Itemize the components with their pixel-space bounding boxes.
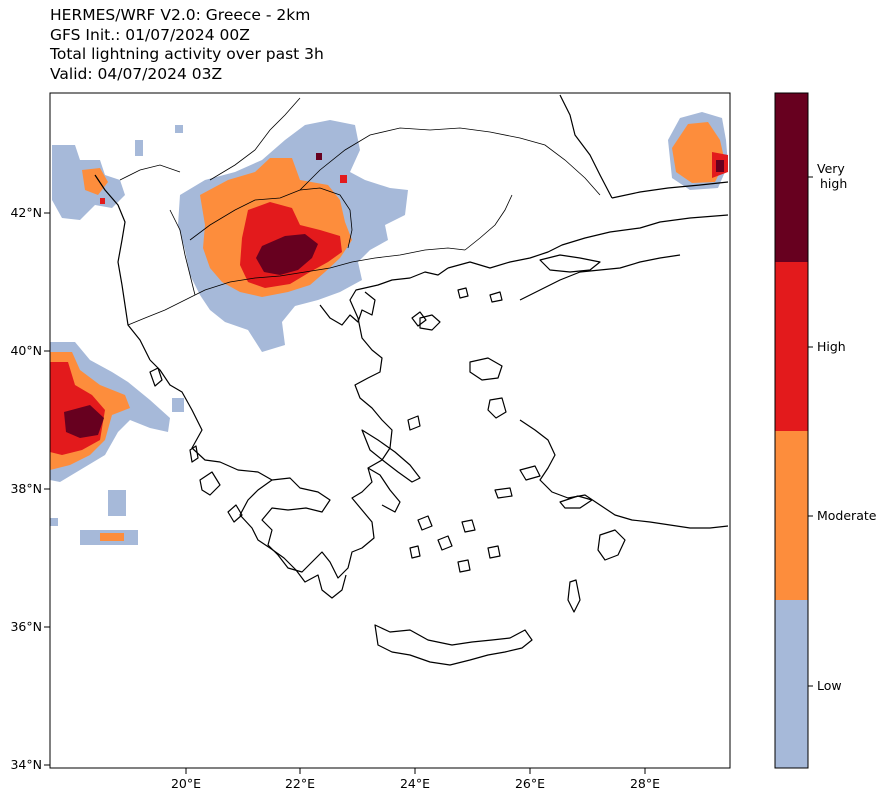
coastline-cyclades-4 (487, 545, 501, 559)
lon-label-24: 24°E (400, 776, 430, 791)
border-turkey-greece (464, 194, 513, 251)
border-serbia (209, 97, 301, 181)
colorbar: Very high High Moderate Low (774, 92, 877, 769)
coastline-marmara (539, 254, 601, 273)
lightning-field (50, 112, 728, 545)
lightning-low-s5 (175, 125, 183, 133)
lightning-high-cell-2 (316, 153, 322, 160)
map-title-block: HERMES/WRF V2.0: Greece - 2km GFS Init.:… (50, 6, 324, 84)
lightning-low-s2 (108, 490, 126, 516)
coastline-albania (94, 174, 151, 361)
coastline-samothrace (457, 287, 469, 299)
colorbar-very-high (775, 93, 808, 262)
coastline-chalkidiki (319, 291, 376, 326)
border-albania-mk (169, 209, 196, 296)
coastline-skyros (407, 415, 421, 431)
coastline-gokceada (489, 291, 503, 303)
coastline-limnos (411, 311, 427, 327)
coastline-cyclades-2 (437, 535, 453, 551)
coastlines (94, 94, 729, 666)
title-model: HERMES/WRF V2.0: Greece - 2km (50, 6, 311, 24)
lon-label-20: 20°E (171, 776, 201, 791)
coastline-cyclades-5 (409, 545, 421, 559)
lon-label-28: 28°E (630, 776, 660, 791)
coastline-black-sea (611, 181, 729, 199)
title-valid: Valid: 04/07/2024 03Z (50, 64, 223, 83)
coastline-karpathos (567, 579, 581, 613)
coastline-lesbos (469, 357, 503, 381)
lat-axis: 42°N 40°N 38°N 36°N 34°N (10, 205, 50, 772)
lightning-moderate-nw (82, 168, 108, 195)
coastline-euboea (361, 429, 421, 483)
lon-label-26: 26°E (515, 776, 545, 791)
colorbar-frame (774, 92, 809, 769)
colorbar-label-moderate: Moderate (817, 508, 877, 523)
coastline-kefalonia (199, 471, 221, 496)
lightning-moderate-ne (672, 122, 725, 183)
lat-label-36: 36°N (10, 619, 42, 634)
coastline-turkey-north (519, 254, 681, 301)
lightning-moderate-s1 (100, 533, 124, 541)
border-greece-north (127, 247, 466, 326)
lightning-high-nw (100, 198, 105, 204)
colorbar-label-low: Low (817, 678, 842, 693)
border-montenegro (119, 164, 181, 181)
coastline-rhodes (597, 529, 626, 561)
map-frame (49, 92, 731, 769)
lightning-low-s3 (50, 518, 58, 526)
lightning-veryhigh-north (256, 234, 318, 275)
lightning-low-s4 (172, 398, 184, 412)
lat-label-38: 38°N (10, 481, 42, 496)
coastline-thasos (419, 314, 441, 331)
coastline-lefkada (189, 445, 199, 463)
colorbar-label-high: High (817, 339, 846, 354)
colorbar-high (775, 262, 808, 431)
coastline-ikaria (494, 487, 513, 499)
lightning-high-cell-1 (340, 175, 347, 183)
coastline-greek-mainland (149, 267, 449, 579)
title-init: GFS Init.: 01/07/2024 00Z (50, 25, 250, 44)
coastline-attica (367, 467, 401, 513)
coastline-samos (519, 465, 541, 481)
coastline-kos (559, 495, 593, 509)
lightning-veryhigh-ne (716, 160, 724, 172)
coastline-cyclades-1 (417, 515, 433, 531)
title-variable: Total lightning activity over past 3h (50, 45, 324, 63)
coastline-turkey-aegean (519, 419, 729, 529)
border-bulgaria (299, 127, 601, 196)
colorbar-moderate (775, 431, 808, 600)
coastline-black-sea-west (559, 94, 613, 199)
coastline-cyclades-6 (457, 559, 471, 573)
coastline-peloponnese (239, 479, 347, 599)
map-area (50, 93, 730, 768)
lon-axis: 20°E 22°E 24°E 26°E 28°E (171, 768, 660, 791)
lat-label-40: 40°N (10, 343, 42, 358)
lon-label-22: 22°E (285, 776, 315, 791)
coastline-turkey (447, 214, 729, 269)
country-borders (119, 97, 601, 326)
coastline-crete (374, 624, 533, 666)
lat-label-42: 42°N (10, 205, 42, 220)
colorbar-label-very-high: Very high (817, 161, 849, 191)
coastline-zakynthos (227, 504, 243, 523)
coastline-corfu (149, 367, 163, 387)
coastline-chios (487, 397, 507, 419)
coastline-cyclades-3 (461, 519, 476, 533)
colorbar-low (775, 600, 808, 768)
lat-label-34: 34°N (10, 757, 42, 772)
lightning-veryhigh-west (64, 405, 104, 438)
lightning-low-s6 (135, 140, 143, 156)
